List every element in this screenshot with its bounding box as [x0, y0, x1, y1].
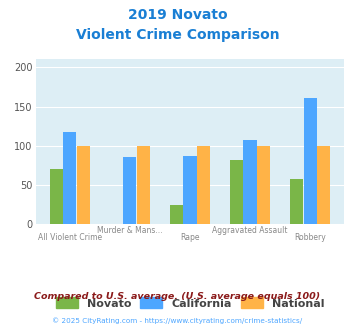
Text: Murder & Mans...: Murder & Mans...: [97, 226, 163, 235]
Text: All Violent Crime: All Violent Crime: [38, 233, 102, 242]
Bar: [230, 160, 243, 224]
Bar: [123, 157, 136, 224]
Text: Aggravated Assault: Aggravated Assault: [212, 226, 288, 235]
Legend: Novato, California, National: Novato, California, National: [51, 293, 329, 313]
Bar: [183, 156, 197, 224]
Text: © 2025 CityRating.com - https://www.cityrating.com/crime-statistics/: © 2025 CityRating.com - https://www.city…: [53, 317, 302, 324]
Text: Rape: Rape: [180, 233, 200, 242]
Bar: [77, 146, 90, 224]
Bar: [257, 146, 270, 224]
Bar: [63, 132, 76, 224]
Bar: [317, 146, 330, 224]
Bar: [244, 140, 257, 224]
Text: Compared to U.S. average. (U.S. average equals 100): Compared to U.S. average. (U.S. average …: [34, 292, 321, 301]
Bar: [137, 146, 150, 224]
Bar: [170, 205, 183, 224]
Bar: [304, 98, 317, 224]
Bar: [290, 179, 303, 224]
Text: Robbery: Robbery: [294, 233, 326, 242]
Bar: [197, 146, 210, 224]
Bar: [50, 169, 63, 224]
Text: Violent Crime Comparison: Violent Crime Comparison: [76, 28, 279, 42]
Text: 2019 Novato: 2019 Novato: [128, 8, 227, 22]
